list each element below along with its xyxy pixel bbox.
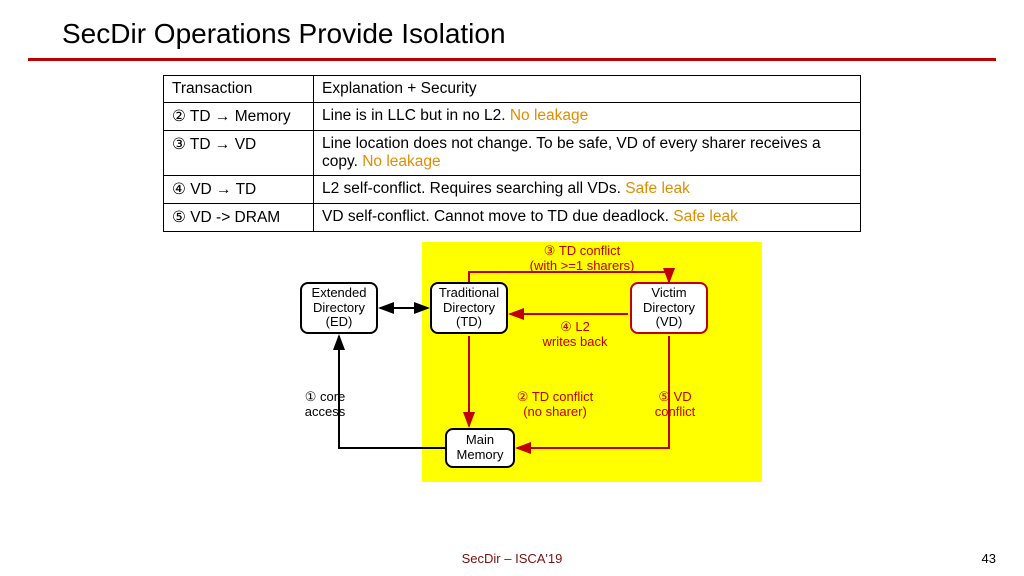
label-td-conflict-sharers: ③ TD conflict(with >=1 sharers): [512, 244, 652, 274]
row1-trans: ② TD → Memory: [172, 108, 291, 125]
row2-trans: ③ TD → VD: [172, 136, 256, 153]
page-number: 43: [982, 551, 996, 566]
arrow-layer: [0, 240, 1024, 520]
node-traditional-directory: TraditionalDirectory(TD): [430, 282, 508, 334]
row4-status: Safe leak: [673, 208, 738, 225]
table-row: ③ TD → VD Line location does not change.…: [164, 131, 861, 176]
table-header-row: Transaction Explanation + Security: [164, 76, 861, 103]
row3-expl: L2 self-conflict. Requires searching all…: [322, 180, 621, 197]
row3-trans: ④ VD → TD: [172, 181, 256, 198]
header-transaction: Transaction: [164, 76, 314, 103]
table-row: ② TD → Memory Line is in LLC but in no L…: [164, 103, 861, 131]
table-row: ④ VD → TD L2 self-conflict. Requires sea…: [164, 176, 861, 204]
row4-expl: VD self-conflict. Cannot move to TD due …: [322, 208, 669, 225]
node-extended-directory: ExtendedDirectory(ED): [300, 282, 378, 334]
operations-table-wrap: Transaction Explanation + Security ② TD …: [163, 75, 861, 232]
label-l2-writes-back: ④ L2writes back: [530, 320, 620, 350]
table-row: ⑤ VD -> DRAM VD self-conflict. Cannot mo…: [164, 204, 861, 232]
title-rule: [28, 58, 996, 61]
label-vd-conflict: ⑤ VDconflict: [640, 390, 710, 420]
label-td-conflict-nosharer: ② TD conflict(no sharer): [500, 390, 610, 420]
header-explanation: Explanation + Security: [314, 76, 861, 103]
row3-status: Safe leak: [625, 180, 690, 197]
row1-status: No leakage: [510, 107, 588, 124]
node-main-memory: MainMemory: [445, 428, 515, 468]
operations-table: Transaction Explanation + Security ② TD …: [163, 75, 861, 232]
node-victim-directory: VictimDirectory(VD): [630, 282, 708, 334]
slide-title: SecDir Operations Provide Isolation: [0, 0, 1024, 58]
row4-trans: ⑤ VD -> DRAM: [172, 209, 280, 226]
row2-status: No leakage: [362, 153, 440, 170]
label-core-access: ① coreaccess: [290, 390, 360, 420]
diagram: ExtendedDirectory(ED) TraditionalDirecto…: [0, 240, 1024, 520]
row1-expl: Line is in LLC but in no L2.: [322, 107, 506, 124]
footer-text: SecDir – ISCA'19: [0, 551, 1024, 566]
